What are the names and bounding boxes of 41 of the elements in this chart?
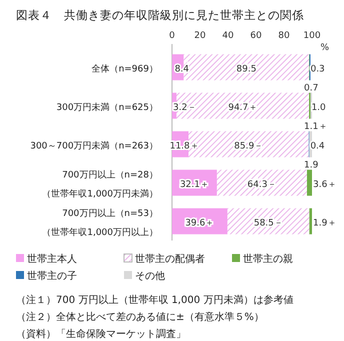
- data-label: 94.7＋: [228, 102, 258, 113]
- data-label: 58.5－: [254, 218, 283, 228]
- category: （世帯年収1,000万円以上）: [42, 228, 158, 238]
- data-label: 0.3: [310, 64, 325, 74]
- legend: 世帯主の親: [243, 254, 293, 265]
- tick: 20: [194, 31, 206, 41]
- data-label: 1.1＋: [304, 122, 328, 132]
- annotation: （注１）700 万円以上（世帯年収 1,000 万円未満）は参考値: [16, 295, 294, 306]
- data-label: 89.5: [236, 64, 256, 74]
- xlabel: %: [320, 43, 329, 53]
- category: （世帯年収1,000万円未満）: [42, 189, 158, 200]
- category: 300～700万円未満（n=263）: [30, 141, 158, 152]
- data-label: 3.2－: [173, 102, 196, 113]
- data-label: 64.3－: [247, 180, 276, 190]
- data-label: 11.8＋: [170, 141, 199, 152]
- data-label: 0.4: [310, 141, 325, 152]
- tick: 60: [250, 31, 262, 41]
- category: 700万円以上（n=53）: [62, 208, 158, 219]
- data-label: 1.9＋: [313, 218, 336, 228]
- tick: 80: [278, 31, 290, 41]
- tick: 40: [222, 31, 234, 41]
- data-label: 32.1＋: [180, 180, 209, 190]
- data-label: 39.6＋: [185, 218, 214, 228]
- legend: 世帯主本人: [27, 254, 77, 265]
- data-label: 3.6＋: [313, 180, 336, 190]
- data-label: 1.0: [311, 102, 326, 113]
- data-label: 8.4: [174, 64, 190, 74]
- category: 300万円未満（n=625）: [56, 102, 158, 113]
- tick: 0: [169, 31, 175, 41]
- data-label: 0.7: [304, 83, 318, 94]
- data-label: 1.9: [304, 160, 318, 170]
- annotation: （資料）「生命保険マーケット調査」: [16, 329, 186, 340]
- annotation: （注２）全体と比べて差のある値に±（有意水準５%）: [16, 312, 264, 323]
- legend: その他: [135, 271, 165, 282]
- title: 図表４ 共働き妻の年収階級別に見た世帯主との関係: [16, 8, 304, 22]
- legend: 世帯主の配偶者: [135, 254, 205, 265]
- category: 全体（n=969）: [92, 64, 158, 74]
- data-label: 85.9－: [234, 141, 264, 152]
- category: 700万円以上（n=28）: [62, 170, 158, 180]
- legend: 世帯主の子: [27, 271, 77, 282]
- tick: 100: [303, 31, 321, 41]
